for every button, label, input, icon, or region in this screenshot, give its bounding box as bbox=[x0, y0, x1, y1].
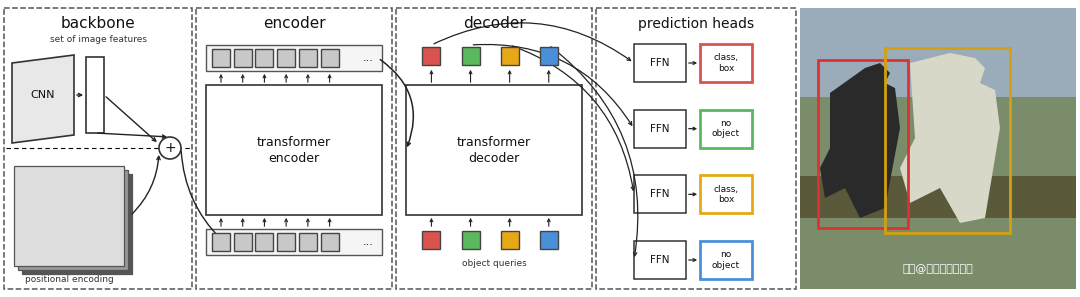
Text: no
object: no object bbox=[712, 250, 740, 270]
Bar bbox=[540, 231, 557, 249]
Bar bbox=[206, 45, 382, 71]
Bar bbox=[396, 8, 592, 289]
Text: set of image features: set of image features bbox=[50, 36, 147, 45]
Polygon shape bbox=[12, 55, 75, 143]
Bar bbox=[634, 241, 686, 279]
Bar bbox=[700, 44, 752, 82]
Text: encoder: encoder bbox=[269, 151, 320, 165]
Text: FFN: FFN bbox=[650, 58, 670, 68]
Bar bbox=[22, 174, 132, 274]
Bar bbox=[206, 229, 382, 255]
Bar bbox=[4, 8, 192, 289]
Bar bbox=[195, 8, 392, 289]
Text: 知乎@电光幻影炼金术: 知乎@电光幻影炼金术 bbox=[903, 264, 973, 274]
Bar bbox=[86, 57, 104, 133]
Bar bbox=[256, 49, 273, 67]
Bar bbox=[278, 233, 295, 251]
Bar bbox=[18, 170, 129, 270]
Text: ...: ... bbox=[363, 53, 374, 63]
Bar bbox=[461, 231, 480, 249]
Bar bbox=[700, 110, 752, 148]
Bar bbox=[278, 49, 295, 67]
Bar bbox=[321, 233, 338, 251]
Bar bbox=[321, 49, 338, 67]
Bar bbox=[233, 49, 252, 67]
Text: encoder: encoder bbox=[262, 17, 325, 31]
Bar bbox=[596, 8, 796, 289]
Text: class,
box: class, box bbox=[714, 185, 739, 204]
Bar bbox=[634, 44, 686, 82]
Bar bbox=[212, 233, 230, 251]
Polygon shape bbox=[900, 53, 1000, 223]
Bar bbox=[422, 231, 441, 249]
Text: CNN: CNN bbox=[30, 90, 55, 100]
Bar bbox=[299, 49, 316, 67]
Polygon shape bbox=[820, 63, 900, 218]
Bar bbox=[634, 110, 686, 148]
Bar bbox=[461, 47, 480, 65]
Text: object queries: object queries bbox=[461, 258, 526, 268]
Bar bbox=[422, 47, 441, 65]
Bar bbox=[501, 47, 518, 65]
Text: FFN: FFN bbox=[650, 124, 670, 134]
Bar bbox=[256, 233, 273, 251]
Text: FFN: FFN bbox=[650, 255, 670, 265]
Bar bbox=[14, 166, 124, 266]
Text: FFN: FFN bbox=[650, 189, 670, 199]
Bar bbox=[212, 49, 230, 67]
Bar bbox=[700, 241, 752, 279]
Circle shape bbox=[159, 137, 181, 159]
Bar bbox=[233, 233, 252, 251]
Bar bbox=[800, 8, 1076, 289]
Bar bbox=[299, 233, 316, 251]
Bar bbox=[406, 85, 582, 215]
Bar bbox=[206, 85, 382, 215]
Text: no
object: no object bbox=[712, 119, 740, 138]
Text: +: + bbox=[164, 141, 176, 155]
Text: prediction heads: prediction heads bbox=[638, 17, 754, 31]
Bar bbox=[540, 47, 557, 65]
Bar bbox=[800, 176, 1076, 218]
Bar bbox=[818, 60, 908, 228]
Bar bbox=[800, 8, 1076, 97]
Bar bbox=[501, 231, 518, 249]
Text: transformer: transformer bbox=[257, 135, 332, 148]
Text: ...: ... bbox=[363, 237, 374, 247]
Text: decoder: decoder bbox=[469, 151, 519, 165]
Bar bbox=[885, 48, 1010, 233]
Text: transformer: transformer bbox=[457, 135, 531, 148]
Text: class,
box: class, box bbox=[714, 53, 739, 73]
Text: decoder: decoder bbox=[462, 17, 525, 31]
Text: backbone: backbone bbox=[60, 17, 135, 31]
Bar bbox=[700, 175, 752, 213]
Text: positional encoding: positional encoding bbox=[25, 276, 113, 285]
Bar bbox=[634, 175, 686, 213]
